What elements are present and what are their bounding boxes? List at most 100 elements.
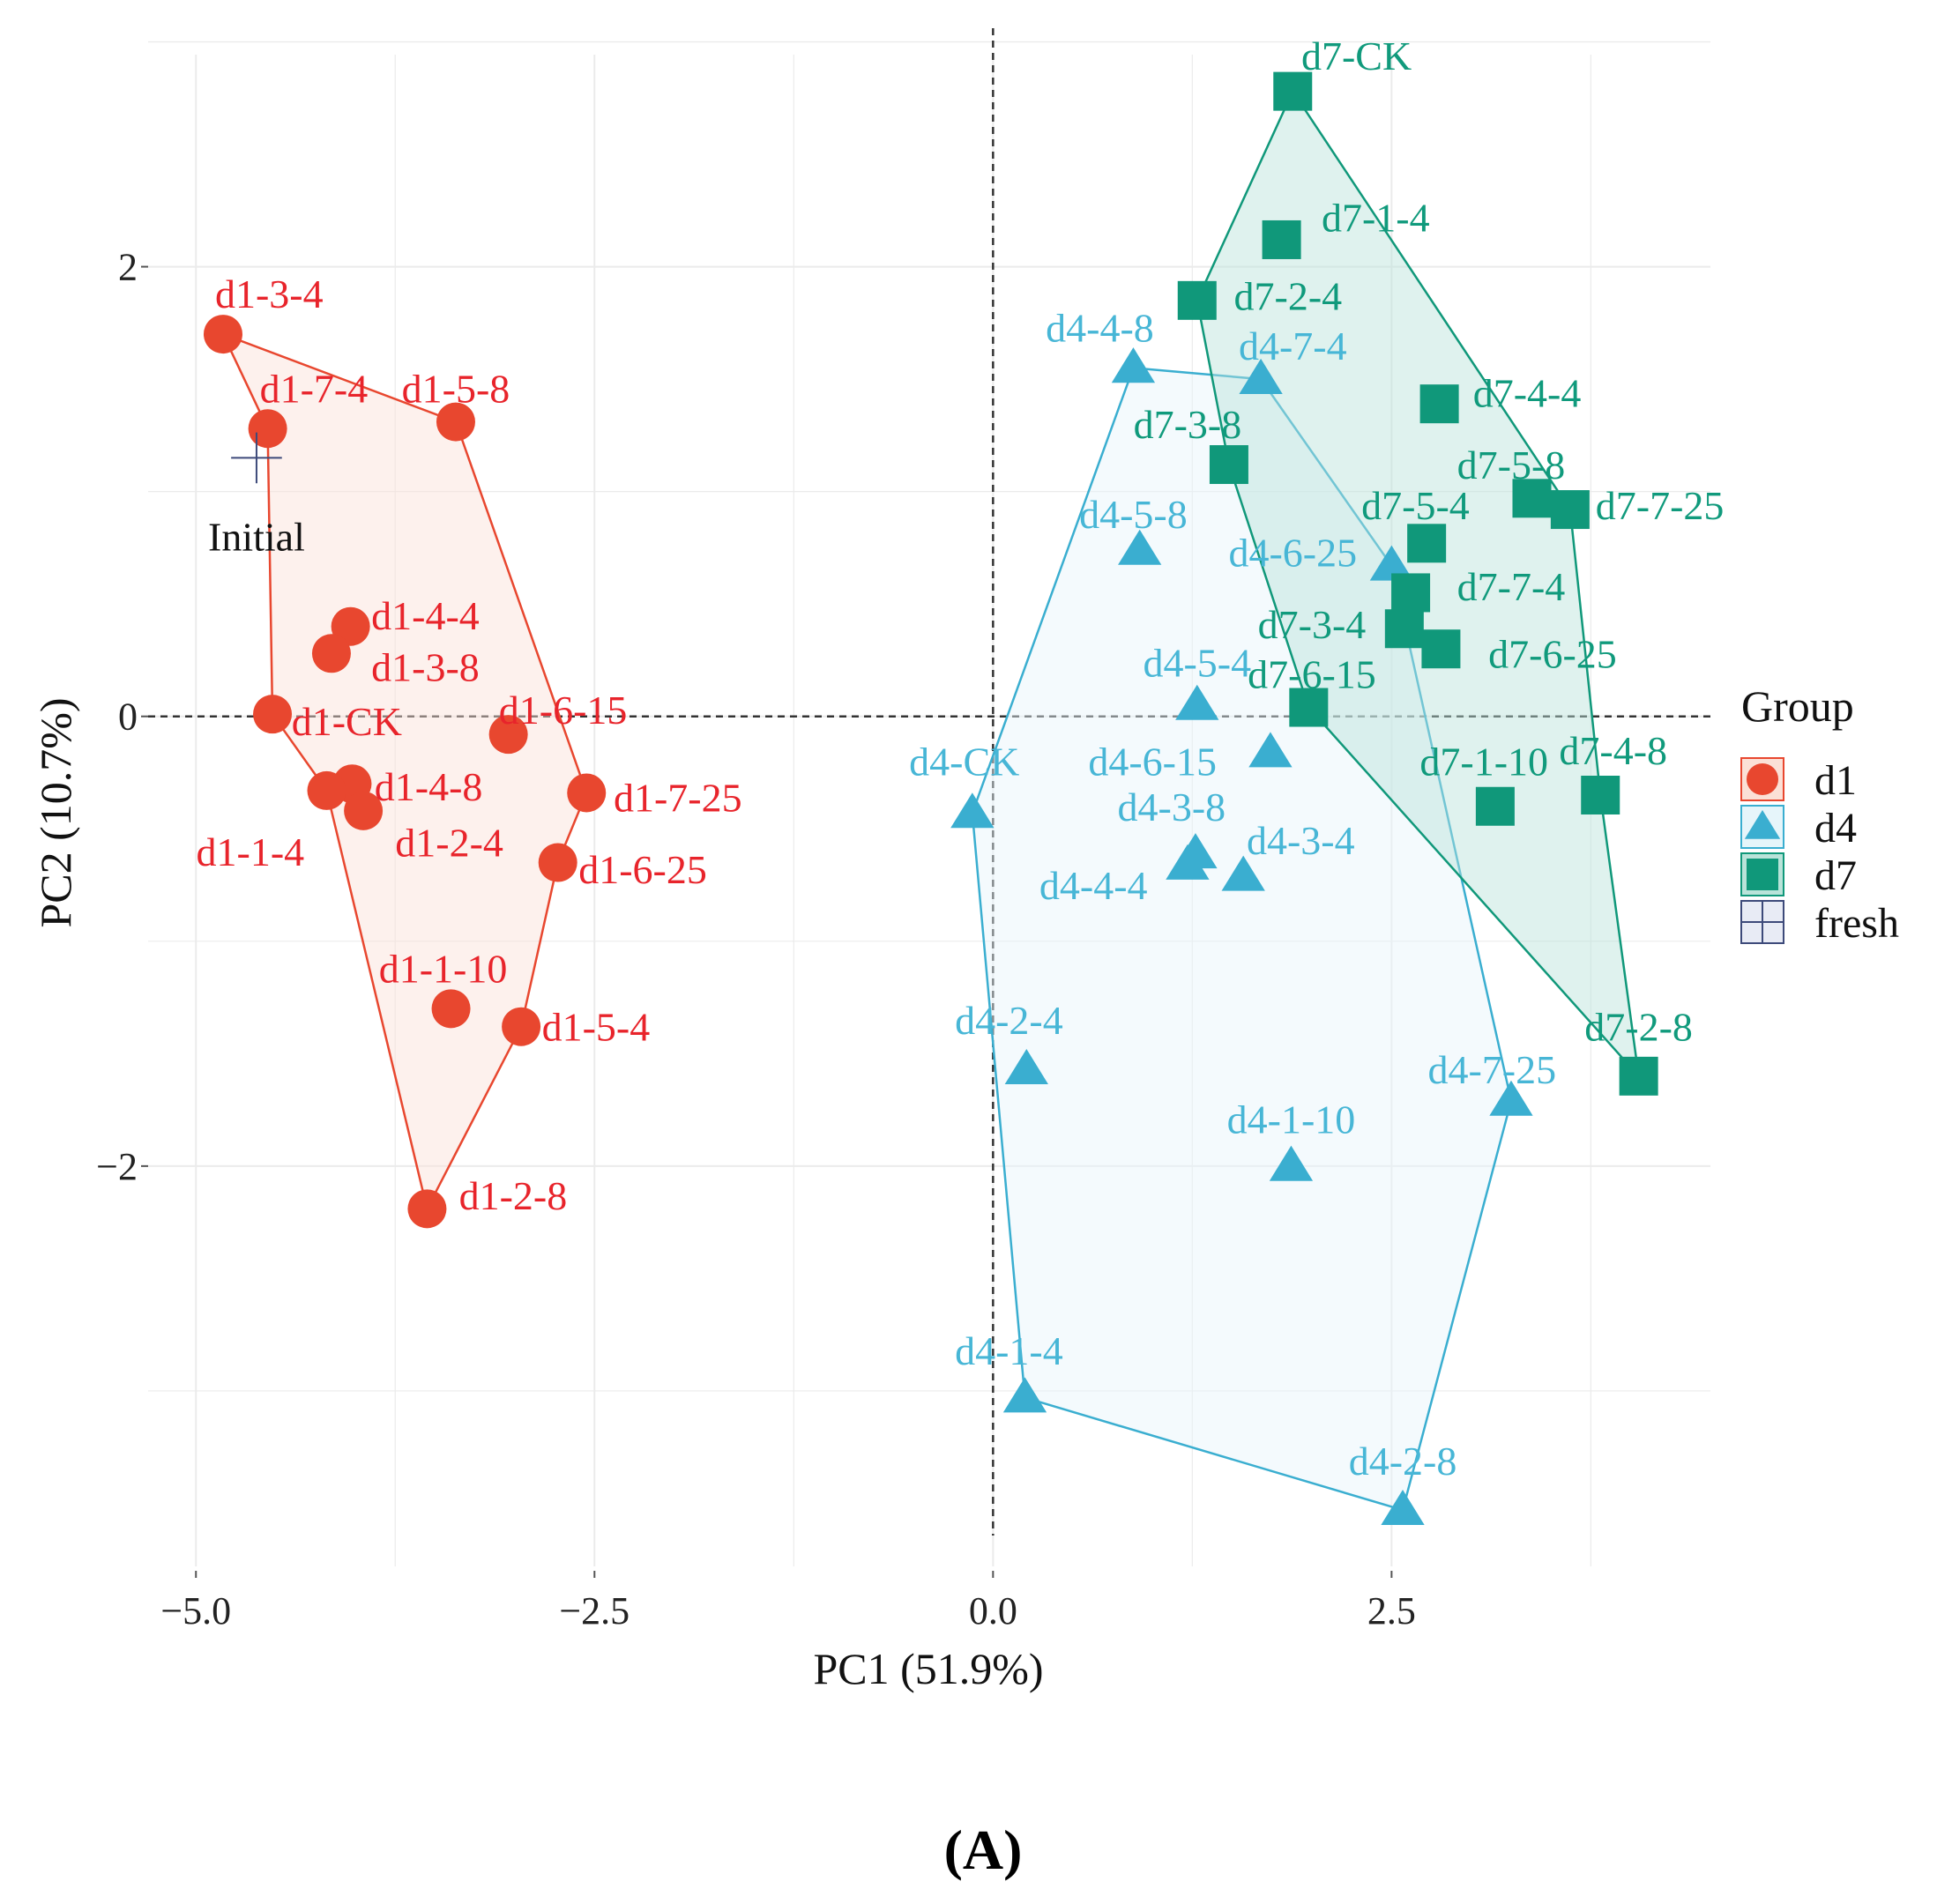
point-d1-6-25 — [538, 843, 577, 882]
y-axis-label: PC2 (10.7%) — [31, 697, 80, 927]
point-d1-5-8 — [436, 402, 475, 442]
point-d4-7-25 — [1489, 1080, 1533, 1116]
point-d4-ck — [950, 792, 995, 829]
point-d4-5-8 — [1118, 529, 1162, 565]
legend-label-d7: d7 — [1814, 852, 1857, 899]
label-d4-3-8: d4-3-8 — [1118, 785, 1226, 829]
label-d7-5-8: d7-5-8 — [1457, 443, 1566, 487]
y-axis-ticks: 2 0 −2 — [96, 246, 148, 1188]
x-axis-label: PC1 (51.9%) — [813, 1644, 1043, 1693]
point-d1-6-15 — [488, 715, 528, 755]
legend-label-fresh: fresh — [1814, 900, 1899, 947]
point-d4-1-4 — [1002, 1377, 1047, 1413]
point-d7-7-4 — [1391, 573, 1431, 613]
label-d1-5-8: d1-5-8 — [402, 366, 510, 411]
point-d4-4-4 — [1166, 844, 1210, 880]
label-d1-7-25: d1-7-25 — [614, 776, 742, 821]
label-d1-1-4: d1-1-4 — [197, 829, 305, 874]
label-d4-2-4: d4-2-4 — [955, 998, 1063, 1043]
label-d4-1-10: d4-1-10 — [1227, 1097, 1356, 1142]
y-tick-label: −2 — [96, 1145, 138, 1188]
point-d7-6-15 — [1289, 688, 1329, 727]
point-d1-1-10 — [431, 989, 471, 1029]
point-d4-3-4 — [1221, 855, 1265, 891]
point-d7-1-4 — [1262, 219, 1301, 259]
label-d4-3-4: d4-3-4 — [1247, 818, 1355, 863]
label-d7-1-10: d7-1-10 — [1419, 740, 1548, 785]
label-d7-2-4: d7-2-4 — [1234, 274, 1343, 319]
point-d1-1-4 — [307, 770, 346, 810]
label-d1-4-8: d1-4-8 — [375, 764, 483, 809]
label-d4-7-25: d4-7-25 — [1427, 1047, 1556, 1092]
legend-marker-d4 — [1744, 810, 1781, 839]
label-d7-3-4: d7-3-4 — [1258, 602, 1367, 647]
label-d1-7-4: d1-7-4 — [260, 366, 369, 411]
point-labels: d1-3-4 d1-7-4 d1-5-8 d1-4-4 d1-3-8 d1-CK d1-6-… — [197, 33, 1725, 1484]
y-tick-label: 0 — [118, 695, 138, 739]
point-d1-7-25 — [567, 773, 607, 813]
label-d1-6-15: d1-6-15 — [499, 688, 628, 733]
label-d1-6-25: d1-6-25 — [578, 847, 707, 892]
point-d7-2-4 — [1177, 280, 1217, 320]
x-tick-label: 2.5 — [1367, 1589, 1416, 1633]
x-tick-label: −2.5 — [559, 1589, 630, 1633]
label-d4-2-8: d4-2-8 — [1349, 1439, 1457, 1484]
label-d4-7-4: d4-7-4 — [1239, 324, 1347, 368]
x-tick-label: 0.0 — [969, 1589, 1017, 1633]
label-d1-ck: d1-CK — [292, 699, 402, 744]
hull-d4 — [971, 367, 1513, 1512]
point-d1-2-4 — [344, 791, 384, 830]
x-axis-ticks: −5.0 −2.5 0.0 2.5 — [160, 1571, 1416, 1633]
point-d1-ck — [253, 695, 293, 734]
point-d4-6-25 — [1369, 545, 1414, 581]
label-d4-ck: d4-CK — [909, 740, 1019, 785]
label-d1-3-8: d1-3-8 — [371, 645, 480, 690]
label-d4-4-4: d4-4-4 — [1039, 863, 1148, 908]
point-d4-7-4 — [1239, 358, 1283, 394]
point-d7-5-8 — [1512, 479, 1552, 518]
label-d1-2-8: d1-2-8 — [459, 1173, 568, 1218]
label-d7-7-4: d7-7-4 — [1457, 564, 1566, 609]
point-d7-3-8 — [1209, 445, 1248, 485]
data-points — [203, 71, 1658, 1525]
label-d4-1-4: d4-1-4 — [955, 1328, 1063, 1373]
label-d1-2-4: d1-2-4 — [395, 821, 503, 866]
point-initial — [231, 432, 282, 484]
legend-label-d1: d1 — [1814, 757, 1857, 804]
hull-d1 — [220, 331, 588, 1212]
point-d4-2-4 — [1004, 1049, 1048, 1085]
label-d7-2-8: d7-2-8 — [1584, 1005, 1693, 1050]
point-d7-6-25 — [1421, 629, 1461, 669]
legend-marker-d1 — [1747, 763, 1778, 795]
point-d7-5-4 — [1407, 524, 1447, 563]
point-d7-ck — [1273, 71, 1313, 111]
label-d4-6-15: d4-6-15 — [1088, 740, 1217, 785]
reference-lines — [148, 28, 1710, 1536]
legend-title: Group — [1741, 681, 1854, 731]
point-d7-4-4 — [1419, 384, 1459, 424]
label-d7-6-15: d7-6-15 — [1248, 651, 1376, 696]
label-d1-5-4: d1-5-4 — [542, 1005, 651, 1050]
label-d4-5-4: d4-5-4 — [1143, 641, 1251, 686]
point-d7-2-8 — [1619, 1056, 1658, 1096]
label-d7-4-4: d7-4-4 — [1473, 370, 1582, 415]
point-d1-7-4 — [248, 409, 287, 449]
label-d1-3-4: d1-3-4 — [215, 271, 324, 316]
label-d7-3-8: d7-3-8 — [1134, 402, 1242, 447]
label-d7-6-25: d7-6-25 — [1488, 631, 1617, 676]
point-d7-4-8 — [1581, 776, 1620, 814]
point-d1-5-4 — [502, 1007, 541, 1046]
y-tick-label: 2 — [118, 246, 138, 289]
point-d4-4-8 — [1111, 347, 1156, 383]
point-d1-2-8 — [407, 1189, 447, 1229]
point-d1-3-8 — [311, 634, 351, 673]
point-d7-1-10 — [1475, 786, 1515, 826]
point-d4-2-8 — [1381, 1489, 1425, 1525]
label-d7-1-4: d7-1-4 — [1322, 195, 1430, 240]
label-d1-1-10: d1-1-10 — [379, 946, 508, 991]
label-d7-5-4: d7-5-4 — [1361, 483, 1470, 528]
legend-marker-d7 — [1747, 859, 1778, 890]
label-initial: Initial — [208, 515, 305, 560]
label-d4-5-8: d4-5-8 — [1079, 492, 1188, 537]
